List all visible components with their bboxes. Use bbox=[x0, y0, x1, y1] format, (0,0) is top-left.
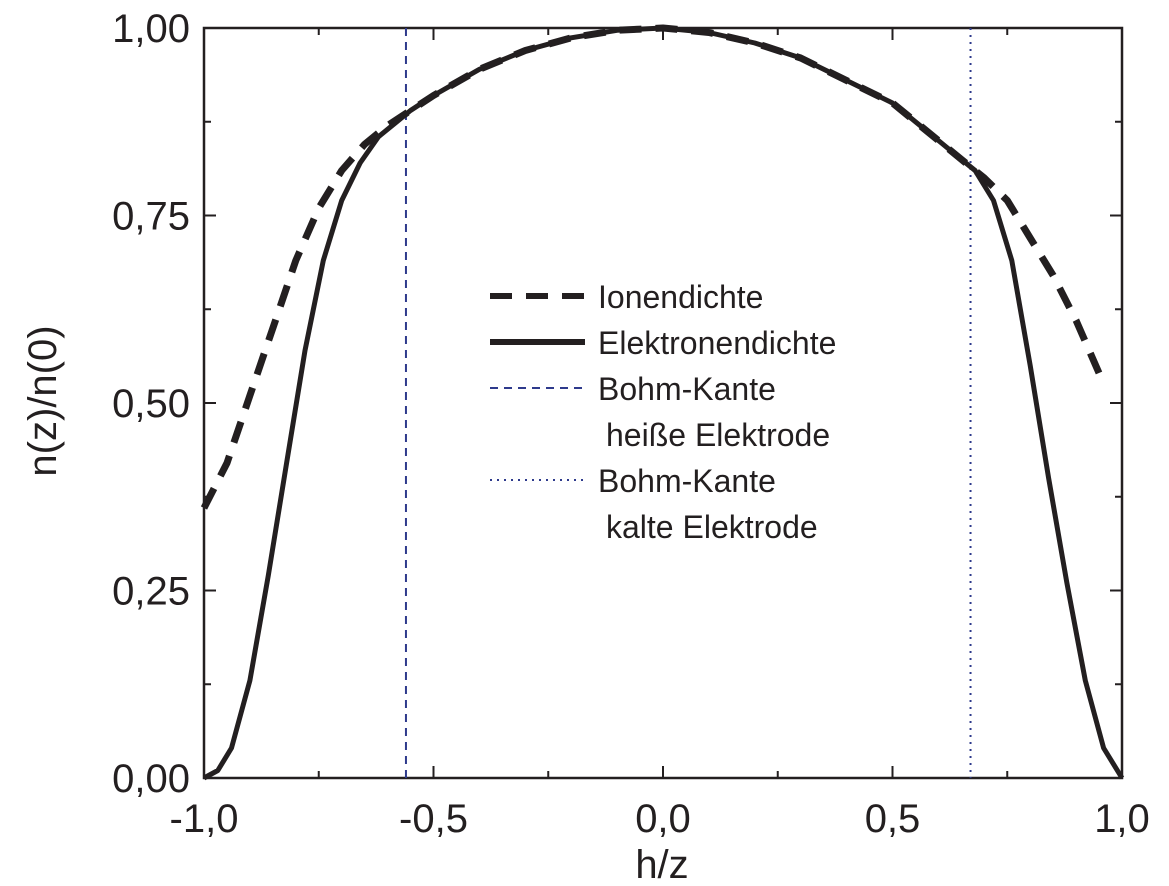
x-tick-label: 0,0 bbox=[635, 797, 691, 841]
axis-ticks bbox=[203, 27, 1123, 779]
y-tick-label: 0,25 bbox=[112, 570, 190, 614]
legend-label: Bohm-Kante bbox=[598, 371, 776, 407]
legend-label-line2: kalte Elektrode bbox=[606, 509, 818, 545]
y-tick-label: 0,50 bbox=[112, 382, 190, 426]
electron-density-line bbox=[202, 25, 1125, 781]
y-tick-label: 1,00 bbox=[112, 7, 190, 51]
y-tick-label: 0,00 bbox=[112, 757, 190, 801]
legend-label: Elektronendichte bbox=[598, 325, 836, 361]
legend-label-line2: heiße Elektrode bbox=[606, 417, 830, 453]
y-tick-label: 0,75 bbox=[112, 195, 190, 239]
x-tick-label: -1,0 bbox=[170, 797, 239, 841]
x-tick-label: 1,0 bbox=[1094, 797, 1150, 841]
y-axis-title: n(z)/n(0) bbox=[21, 325, 65, 476]
x-tick-labels: -1,0 -0,5 0,0 0,5 1,0 bbox=[170, 797, 1150, 841]
legend-label: Bohm-Kante bbox=[598, 463, 776, 499]
y-tick-labels: 0,00 0,25 0,50 0,75 1,00 bbox=[112, 7, 190, 801]
legend-label: Ionendichte bbox=[598, 279, 763, 315]
x-tick-label: 0,5 bbox=[865, 797, 921, 841]
legend: Ionendichte Elektronendichte Bohm-Kante hei… bbox=[490, 279, 836, 545]
x-axis-title: h/z bbox=[635, 843, 688, 886]
x-tick-label: -0,5 bbox=[399, 797, 468, 841]
